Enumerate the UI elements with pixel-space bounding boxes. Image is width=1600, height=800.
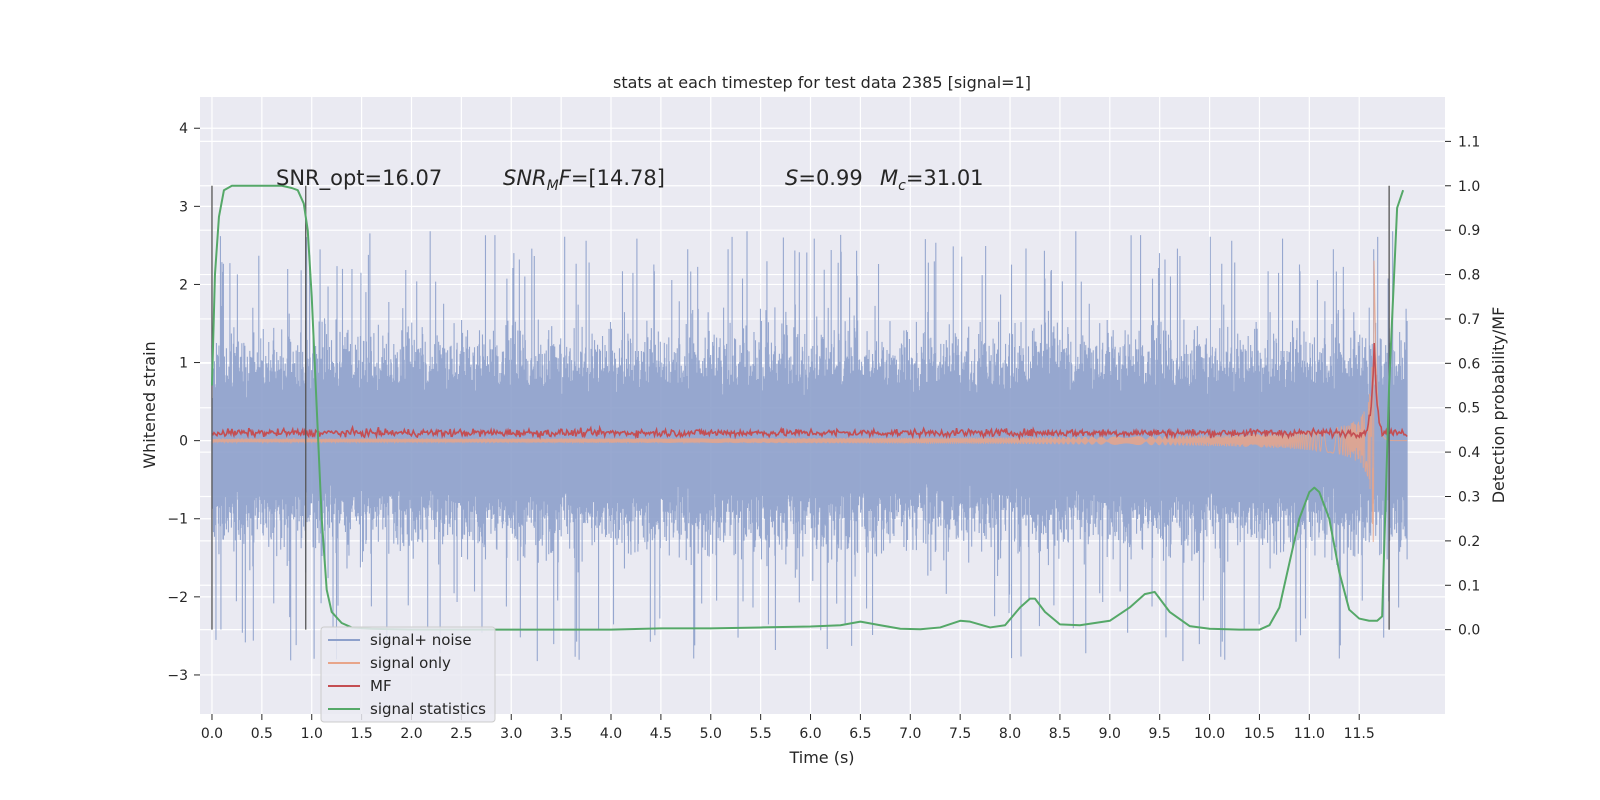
y-tick-label-2: −1: [167, 512, 188, 528]
x-tick-label-8: 4.0: [600, 726, 622, 742]
x-tick-label-15: 7.5: [949, 726, 971, 742]
legend: signal+ noise signal only MF signal stat…: [320, 626, 496, 723]
y2-tick-label-1: 0.1: [1458, 578, 1480, 594]
annotation-snr-opt: SNR_opt=16.07: [276, 166, 442, 191]
x-tick-label-20: 10.0: [1194, 726, 1225, 742]
mc-value: =31.01: [906, 166, 984, 190]
y2-tick-label-9: 0.9: [1458, 223, 1480, 239]
x-axis-label: Time (s): [788, 748, 854, 767]
y2-tick-label-6: 0.6: [1458, 356, 1480, 372]
x-tick-label-18: 9.0: [1099, 726, 1121, 742]
series-mf: [211, 342, 1408, 441]
y-tick-label-6: 3: [179, 199, 188, 215]
x-tick-label-4: 2.0: [400, 726, 422, 742]
y2-tick-label-11: 1.1: [1458, 134, 1480, 150]
x-tick-label-5: 2.5: [450, 726, 472, 742]
y2-tick-label-7: 0.7: [1458, 312, 1480, 328]
x-tick-label-11: 5.5: [750, 726, 772, 742]
y-tick-label-5: 2: [179, 277, 188, 293]
mc-sub: c: [898, 178, 906, 194]
s-value: =0.99: [798, 166, 862, 190]
y2-axis-label: Detection probability/MF: [1489, 307, 1508, 504]
legend-label-signal-only: signal only: [370, 654, 451, 672]
annotation-snr-mf: SNRMF=[14.78]: [503, 166, 665, 194]
x-axis-ticks: 0.0 0.5 1.0 1.5 2.0 2.5 3.0 3.5 4.0 4.5 5.0 5.5 6.0 6…: [201, 714, 1375, 742]
y-tick-label-7: 4: [179, 121, 188, 137]
legend-label-mf: MF: [370, 677, 392, 695]
y2-tick-label-10: 1.0: [1458, 179, 1480, 195]
legend-label-signal-statistics: signal statistics: [370, 700, 486, 718]
x-tick-label-7: 3.5: [550, 726, 572, 742]
legend-label-signal-noise: signal+ noise: [370, 631, 472, 649]
y-tick-label-3: 0: [179, 434, 188, 450]
x-tick-label-14: 7.0: [899, 726, 921, 742]
x-tick-label-22: 11.0: [1294, 726, 1325, 742]
series-signal-only: [211, 260, 1408, 542]
x-tick-label-2: 1.0: [301, 726, 323, 742]
y-tick-label-0: −3: [167, 668, 188, 684]
y2-axis-ticks: 0.0 0.1 0.2 0.3 0.4 0.5 0.6 0.7 0.8 0.9 1.0 1.1: [1445, 134, 1480, 639]
x-tick-label-10: 5.0: [700, 726, 722, 742]
y-tick-label-4: 1: [179, 356, 188, 372]
y2-tick-label-3: 0.3: [1458, 489, 1480, 505]
x-tick-label-12: 6.0: [799, 726, 821, 742]
snr-mf-name: SNR: [503, 166, 547, 190]
snr-mf-rest: F: [559, 166, 572, 190]
annotation-s: S=0.99: [785, 166, 863, 190]
y2-tick-label-4: 0.4: [1458, 445, 1480, 461]
x-tick-label-21: 10.5: [1244, 726, 1275, 742]
y2-tick-label-5: 0.5: [1458, 401, 1480, 417]
annotation-mc: Mc=31.01: [880, 166, 984, 194]
chart-title: stats at each timestep for test data 238…: [613, 73, 1031, 92]
x-tick-label-23: 11.5: [1344, 726, 1375, 742]
signal-only-trace: [211, 260, 1408, 542]
y-axis-label: Whitened strain: [140, 341, 159, 468]
y2-tick-label-0: 0.0: [1458, 623, 1480, 639]
snr-mf-value: =[14.78]: [571, 166, 665, 190]
x-tick-label-3: 1.5: [350, 726, 372, 742]
x-tick-label-9: 4.5: [650, 726, 672, 742]
x-tick-label-0: 0.0: [201, 726, 223, 742]
s-name: S: [785, 166, 798, 190]
y-tick-label-1: −2: [167, 590, 188, 606]
series-signal-statistics: [210, 184, 1405, 631]
mc-name: M: [880, 166, 898, 190]
x-tick-label-19: 9.5: [1149, 726, 1171, 742]
y-axis-ticks: −3 −2 −1 0 1 2 3 4: [167, 121, 200, 684]
x-tick-label-16: 8.0: [999, 726, 1021, 742]
y2-tick-label-8: 0.8: [1458, 268, 1480, 284]
legend-box: [320, 626, 496, 723]
x-tick-label-6: 3.0: [500, 726, 522, 742]
signal-statistics-line: [210, 184, 1405, 631]
snr-mf-sub: M: [547, 178, 559, 194]
x-tick-label-13: 6.5: [849, 726, 871, 742]
mf-trace: [211, 342, 1408, 441]
y2-tick-label-2: 0.2: [1458, 534, 1480, 550]
x-tick-label-17: 8.5: [1049, 726, 1071, 742]
x-tick-label-1: 0.5: [251, 726, 273, 742]
